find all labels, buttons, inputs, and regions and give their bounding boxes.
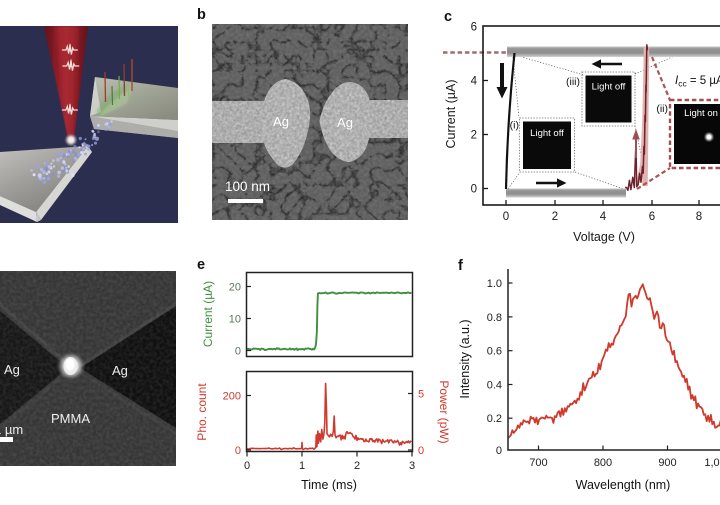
svg-text:3: 3 <box>409 460 415 472</box>
svg-text:900: 900 <box>658 457 676 469</box>
svg-text:0.6: 0.6 <box>487 346 502 358</box>
svg-text:6: 6 <box>649 211 655 223</box>
svg-text:Current (µA): Current (µA) <box>444 79 458 148</box>
svg-text:Wavelength (nm): Wavelength (nm) <box>576 478 671 492</box>
svg-text:2: 2 <box>354 460 360 472</box>
svg-text:2: 2 <box>552 211 558 223</box>
svg-text:0.4: 0.4 <box>487 380 502 392</box>
svg-text:Intensity (a.u.): Intensity (a.u.) <box>458 319 472 398</box>
svg-text:10: 10 <box>229 314 241 326</box>
svg-text:Light on: Light on <box>684 108 718 119</box>
svg-text:5: 5 <box>418 389 424 401</box>
svg-text:Time (ms): Time (ms) <box>301 478 357 492</box>
svg-text:20: 20 <box>229 282 241 294</box>
svg-text:e: e <box>197 257 205 273</box>
svg-text:0.8: 0.8 <box>487 312 502 324</box>
svg-text:6: 6 <box>471 22 477 34</box>
svg-text:0: 0 <box>418 445 424 457</box>
svg-text:0: 0 <box>496 445 502 457</box>
svg-text:Ag: Ag <box>273 114 289 129</box>
svg-text:Current (µA): Current (µA) <box>201 281 215 347</box>
svg-text:8: 8 <box>696 211 702 223</box>
svg-text:Voltage (V): Voltage (V) <box>573 230 635 244</box>
svg-text:Ag: Ag <box>4 362 20 377</box>
svg-text:4: 4 <box>600 211 607 223</box>
svg-text:4: 4 <box>471 76 478 88</box>
svg-text:0.2: 0.2 <box>487 413 502 425</box>
svg-text:700: 700 <box>529 457 547 469</box>
svg-text:Ag: Ag <box>112 363 128 378</box>
svg-text:1,0: 1,0 <box>704 457 719 469</box>
svg-text:f: f <box>458 258 463 274</box>
svg-text:2: 2 <box>471 130 477 142</box>
svg-text:Light off: Light off <box>530 128 564 139</box>
svg-text:1: 1 <box>299 460 305 472</box>
svg-text:PMMA: PMMA <box>51 411 90 426</box>
svg-text:Light off: Light off <box>592 82 626 93</box>
svg-text:0: 0 <box>244 460 250 472</box>
svg-text:200: 200 <box>223 391 241 403</box>
svg-text:(iii): (iii) <box>566 76 580 88</box>
svg-text:(ii): (ii) <box>656 103 668 115</box>
svg-text:0: 0 <box>471 184 477 196</box>
svg-text:c: c <box>444 9 452 25</box>
svg-text:b: b <box>197 7 206 23</box>
svg-text:1.0: 1.0 <box>487 278 502 290</box>
svg-text:0: 0 <box>503 211 509 223</box>
svg-text:0: 0 <box>235 445 241 457</box>
svg-text:1 µm: 1 µm <box>0 422 23 437</box>
svg-text:0: 0 <box>235 346 241 358</box>
svg-text:800: 800 <box>594 457 612 469</box>
svg-text:Power (pW): Power (pW) <box>437 380 451 443</box>
svg-text:Icc = 5 µA: Icc = 5 µA <box>675 75 720 89</box>
svg-text:Pho. count: Pho. count <box>195 383 209 441</box>
svg-text:(i): (i) <box>510 120 519 132</box>
svg-text:100 nm: 100 nm <box>225 179 270 194</box>
svg-text:Ag: Ag <box>337 115 353 130</box>
